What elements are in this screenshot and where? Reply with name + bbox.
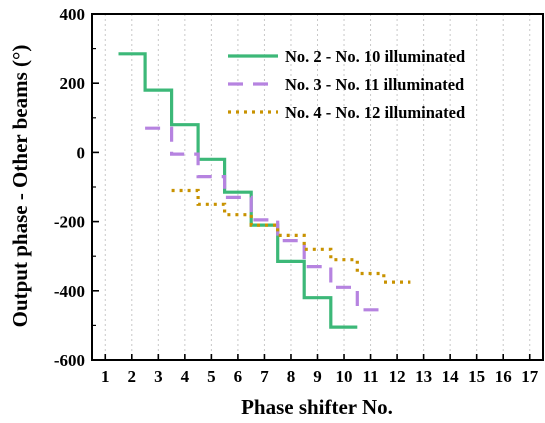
x-tick-label: 11: [363, 367, 379, 386]
y-tick-label: -200: [54, 213, 85, 232]
legend-label-3: No. 4 - No. 12 illuminated: [285, 103, 465, 122]
series-line-2: [145, 126, 384, 312]
series-group: [118, 52, 411, 329]
x-tick-label: 8: [287, 367, 296, 386]
legend: No. 2 - No. 10 illuminated No. 3 - No. 11…: [228, 47, 465, 122]
legend-label-2: No. 3 - No. 11 illuminated: [285, 75, 464, 94]
x-tick-label: 3: [154, 367, 163, 386]
x-tick-label: 4: [181, 367, 190, 386]
x-tick-label: 12: [389, 367, 406, 386]
y-tick-label: 200: [60, 74, 86, 93]
x-tick-label: 6: [234, 367, 243, 386]
x-tick-label: 5: [207, 367, 216, 386]
x-axis-title: Phase shifter No.: [241, 395, 393, 418]
x-tick-label: 1: [101, 367, 110, 386]
x-tick-label: 10: [336, 367, 353, 386]
y-tick-label: -600: [54, 351, 85, 370]
x-tick-label: 2: [128, 367, 137, 386]
y-tick-label: 0: [77, 143, 86, 162]
x-tick-label: 13: [415, 367, 432, 386]
series-line-1: [118, 52, 358, 329]
axes-group: 1 2 3 4 5 6 7 8 9 10 11 12 13 14 15 16 17-600-400-200020…: [54, 5, 544, 386]
x-tick-label: 17: [521, 367, 539, 386]
series-line-3: [171, 188, 411, 284]
x-tick-label: 16: [495, 367, 512, 386]
x-tick-label: 15: [468, 367, 485, 386]
x-tick-label: 7: [260, 367, 269, 386]
y-tick-label: -400: [54, 282, 85, 301]
y-axis-title: Output phase - Other beams (°): [8, 45, 32, 328]
y-tick-label: 400: [60, 5, 86, 24]
x-tick-label: 9: [313, 367, 322, 386]
legend-label-1: No. 2 - No. 10 illuminated: [285, 47, 465, 66]
x-tick-label: 14: [442, 367, 460, 386]
